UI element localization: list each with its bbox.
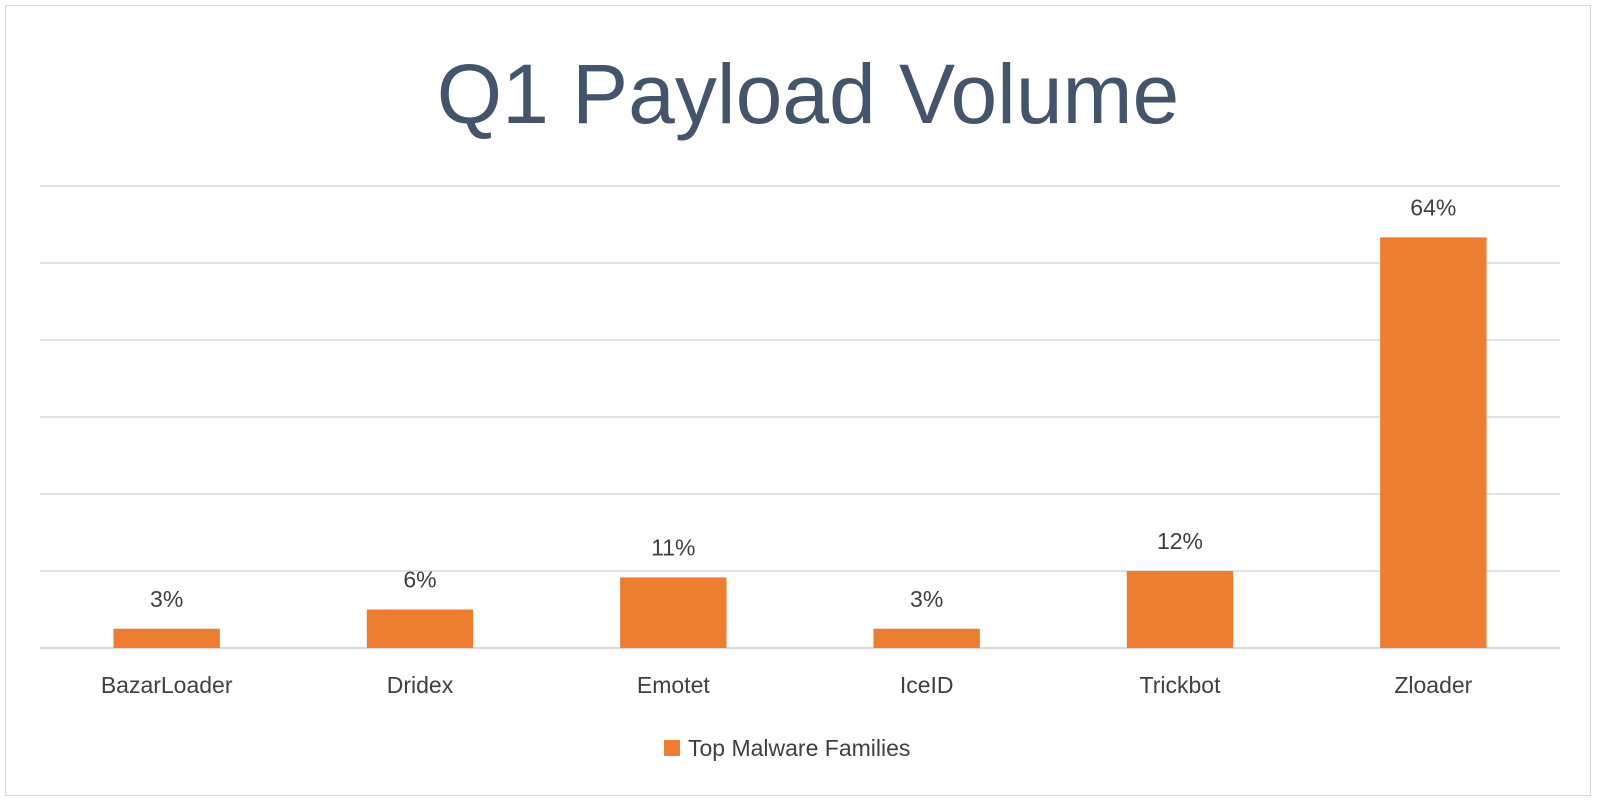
bar-iceid <box>873 628 980 648</box>
data-label-iceid: 3% <box>910 586 943 612</box>
category-label-trickbot: Trickbot <box>1140 672 1222 698</box>
bar-trickbot <box>1126 571 1234 648</box>
data-label-zloader: 64% <box>1410 194 1456 220</box>
bar-zloader <box>1380 237 1487 649</box>
legend-label: Top Malware Families <box>688 735 910 761</box>
category-label-zloader: Zloader <box>1394 672 1472 698</box>
data-label-bazarloader: 3% <box>150 586 183 612</box>
bars <box>113 237 1487 649</box>
category-label-emotet: Emotet <box>637 672 710 698</box>
gridlines <box>40 185 1560 649</box>
bar-emotet <box>620 577 727 648</box>
data-label-trickbot: 12% <box>1157 528 1203 554</box>
bar-bazarloader <box>113 628 220 648</box>
data-labels: 3% 6% 11% 3% 12% 64% <box>150 194 1456 611</box>
category-label-iceid: IceID <box>900 672 954 698</box>
category-label-bazarloader: BazarLoader <box>101 672 233 698</box>
category-labels: BazarLoader Dridex Emotet IceID Trickbot Zloa… <box>101 672 1473 698</box>
category-label-dridex: Dridex <box>387 672 454 698</box>
data-label-emotet: 11% <box>651 534 695 560</box>
chart-title: Q1 Payload Volume <box>437 47 1179 141</box>
legend: Top Malware Families <box>664 735 910 761</box>
bar-dridex <box>366 609 474 648</box>
legend-swatch <box>664 740 680 756</box>
data-label-dridex: 6% <box>403 567 436 593</box>
chart-frame <box>5 5 1591 796</box>
